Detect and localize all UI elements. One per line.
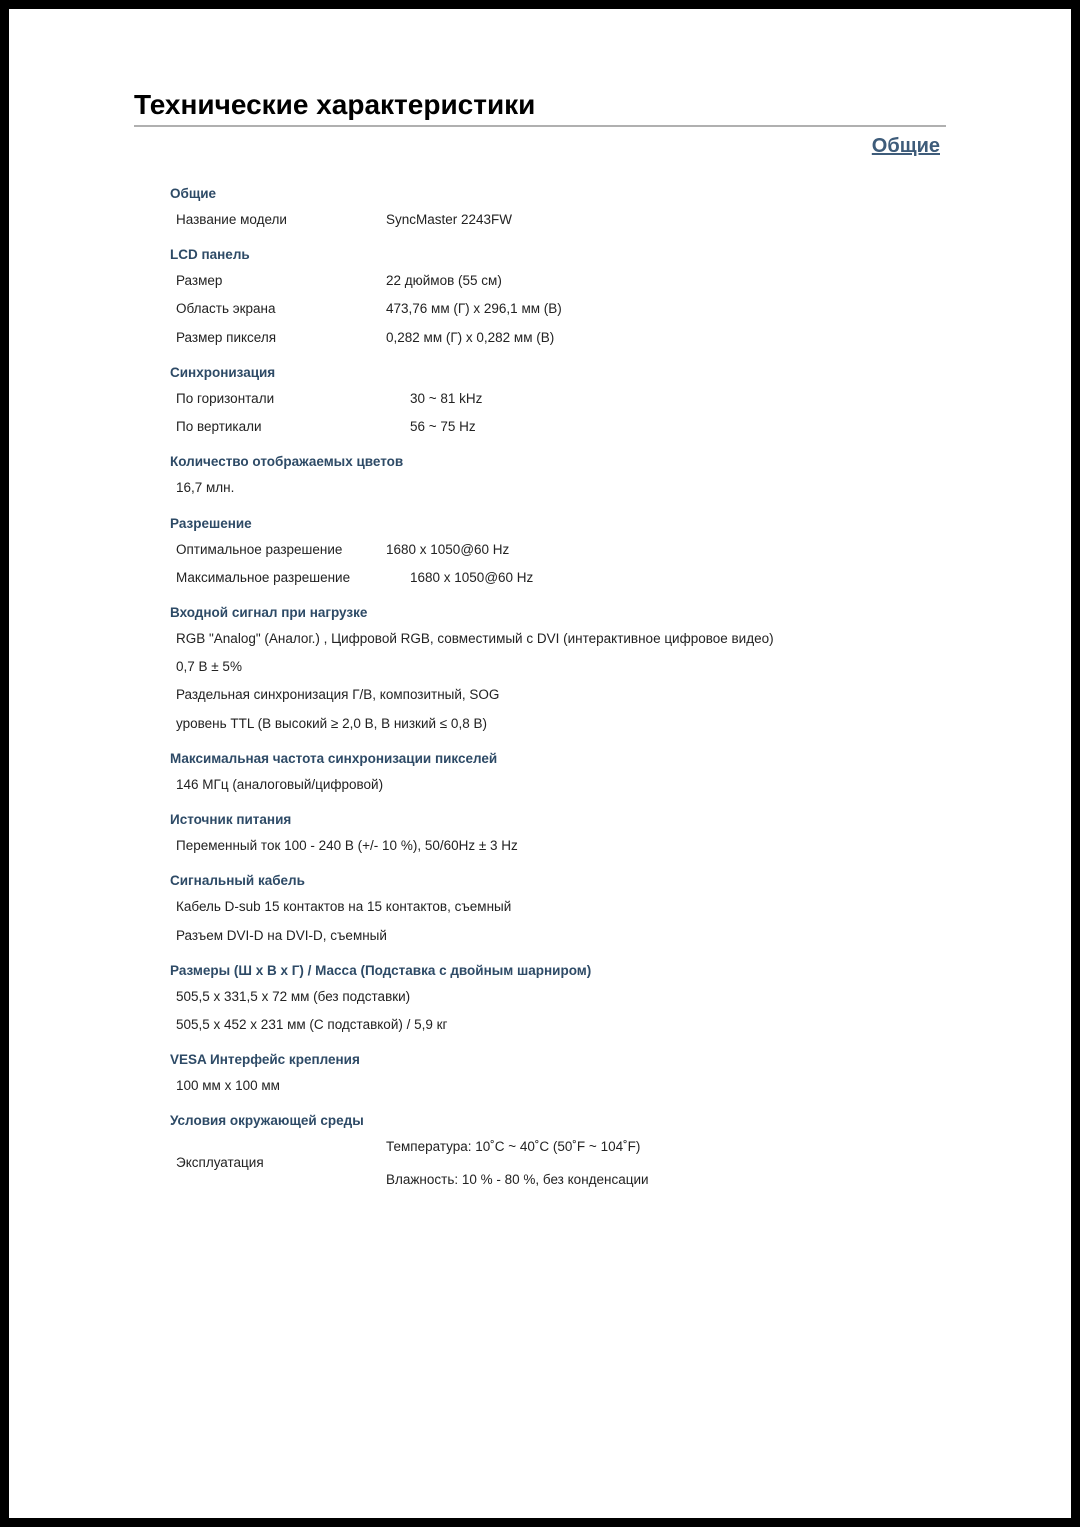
spec-label: Оптимальное разрешение: [176, 541, 386, 559]
spec-value: Разъем DVI-D на DVI-D, съемный: [176, 927, 946, 945]
spec-value: 1680 x 1050@60 Hz: [386, 541, 946, 559]
spec-value: Переменный ток 100 - 240 В (+/- 10 %), 5…: [176, 837, 946, 855]
section-head-env: Условия окружающей среды: [170, 1113, 946, 1128]
spec-value: 505,5 x 452 x 231 мм (С подставкой) / 5,…: [176, 1016, 946, 1034]
spec-value: Кабель D-sub 15 контактов на 15 контакто…: [176, 898, 946, 916]
spec-label: Название модели: [176, 211, 386, 229]
spec-label: Размер пикселя: [176, 329, 386, 347]
spec-label: Размер: [176, 272, 386, 290]
section-head-sync: Синхронизация: [170, 365, 946, 380]
spec-value: 1680 x 1050@60 Hz: [386, 569, 946, 587]
spec-label: По вертикали: [176, 418, 386, 436]
section-head-resolution: Разрешение: [170, 516, 946, 531]
section-head-colors: Количество отображаемых цветов: [170, 454, 946, 469]
spec-value: 22 дюймов (55 см): [386, 272, 946, 290]
spec-value: 473,76 мм (Г) x 296,1 мм (В): [386, 300, 946, 318]
spec-value: 0,282 мм (Г) x 0,282 мм (В): [386, 329, 946, 347]
spec-value: Температура: 10˚C ~ 40˚C (50˚F ~ 104˚F): [386, 1138, 946, 1156]
spec-row: Название модели SyncMaster 2243FW: [176, 211, 946, 229]
spec-value: RGB "Analog" (Аналог.) , Цифровой RGB, с…: [176, 630, 946, 648]
spec-value: 56 ~ 75 Hz: [386, 418, 946, 436]
spec-value: 505,5 x 331,5 x 72 мм (без подставки): [176, 988, 946, 1006]
page-subtitle: Общие: [134, 135, 946, 158]
section-head-lcd: LCD панель: [170, 247, 946, 262]
section-head-cable: Сигнальный кабель: [170, 873, 946, 888]
spec-row: Область экрана 473,76 мм (Г) x 296,1 мм …: [176, 300, 946, 318]
spec-value: 146 МГц (аналоговый/цифровой): [176, 776, 946, 794]
section-head-pixclock: Максимальная частота синхронизации пиксе…: [170, 751, 946, 766]
spec-row: По горизонтали 30 ~ 81 kHz: [176, 390, 946, 408]
document-page: Технические характеристики Общие Общие Н…: [9, 9, 1071, 1518]
spec-value: Раздельная синхронизация Г/В, композитны…: [176, 686, 946, 704]
section-head-dims: Размеры (Ш x В x Г) / Масса (Подставка с…: [170, 963, 946, 978]
spec-row: Оптимальное разрешение 1680 x 1050@60 Hz: [176, 541, 946, 559]
spec-row: Размер пикселя 0,282 мм (Г) x 0,282 мм (…: [176, 329, 946, 347]
spec-row: По вертикали 56 ~ 75 Hz: [176, 418, 946, 436]
spec-row: Максимальное разрешение 1680 x 1050@60 H…: [176, 569, 946, 587]
spec-label: Область экрана: [176, 300, 386, 318]
section-head-vesa: VESA Интерфейс крепления: [170, 1052, 946, 1067]
spec-value: Влажность: 10 % - 80 %, без конденсации: [386, 1171, 946, 1189]
spec-value: 30 ~ 81 kHz: [386, 390, 946, 408]
page-title: Технические характеристики: [134, 89, 946, 127]
spec-value: 16,7 млн.: [176, 479, 946, 497]
spec-row: Эксплуатация Температура: 10˚C ~ 40˚C (5…: [176, 1138, 946, 1188]
spec-label: Максимальное разрешение: [176, 569, 386, 587]
spec-value: уровень TTL (В высокий ≥ 2,0 В, В низкий…: [176, 715, 946, 733]
spec-value: 100 мм x 100 мм: [176, 1077, 946, 1095]
spec-row: Размер 22 дюймов (55 см): [176, 272, 946, 290]
spec-label: По горизонтали: [176, 390, 386, 408]
spec-value-group: Температура: 10˚C ~ 40˚C (50˚F ~ 104˚F) …: [386, 1138, 946, 1188]
section-head-power: Источник питания: [170, 812, 946, 827]
section-head-input: Входной сигнал при нагрузке: [170, 605, 946, 620]
spec-value: SyncMaster 2243FW: [386, 211, 946, 229]
spec-label: Эксплуатация: [176, 1154, 386, 1172]
section-head-general: Общие: [170, 186, 946, 201]
spec-content: Общие Название модели SyncMaster 2243FW …: [134, 186, 946, 1189]
spec-value: 0,7 В ± 5%: [176, 658, 946, 676]
